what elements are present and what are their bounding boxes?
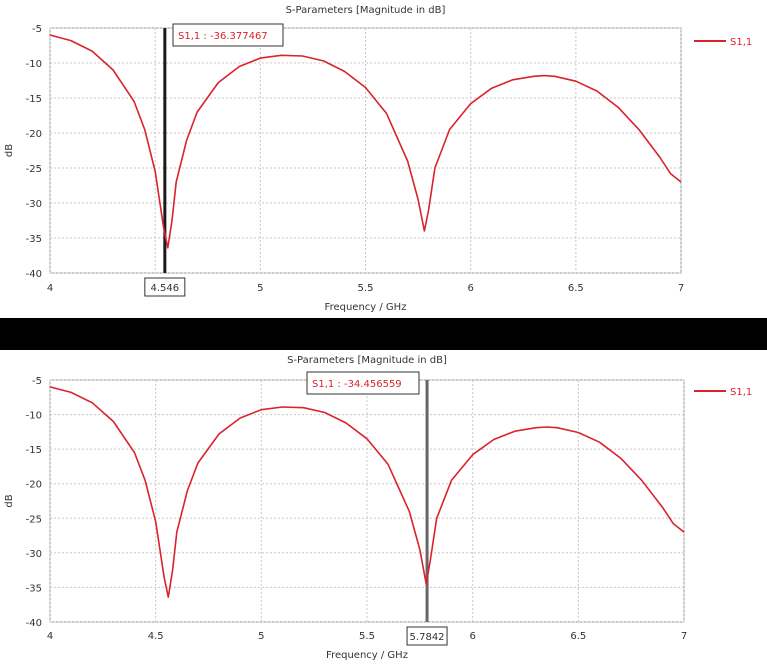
y-tick-label: -30 [26, 549, 42, 560]
x-tick-label: 7 [678, 283, 684, 294]
y-tick-label: -15 [26, 445, 42, 456]
marker-readout-box [172, 23, 284, 47]
x-tick-label: 4 [47, 283, 53, 294]
x-tick-label: 5.5 [358, 283, 374, 294]
x-tick-label: 5 [258, 631, 264, 642]
marker-readout: S1,1 : -36.377467 [172, 23, 284, 47]
series-line-s11 [49, 386, 685, 598]
x-tick-label: 6.5 [568, 283, 584, 294]
marker-readout: S1,1 : -34.456559 [306, 371, 420, 395]
series-line-s11 [49, 34, 682, 249]
marker-readout-text: S1,1 : -34.456559 [312, 379, 402, 390]
marker-x-box [406, 626, 448, 646]
black-divider-bar [0, 318, 767, 350]
x-tick-label: 7 [681, 631, 687, 642]
marker-x-label: 4.546 [151, 283, 180, 294]
marker-x-value: 4.546 [144, 277, 186, 297]
y-tick-label: -25 [26, 164, 42, 175]
marker-readout-text: S1,1 : -36.377467 [178, 31, 268, 42]
x-tick-label: 6 [467, 283, 473, 294]
y-tick-label: -40 [26, 269, 42, 280]
y-tick-label: -5 [32, 24, 42, 35]
y-tick-label: -20 [26, 480, 42, 491]
y-tick-label: -30 [26, 199, 42, 210]
x-tick-label: 5 [257, 283, 263, 294]
chart-title: S-Parameters [Magnitude in dB] [287, 355, 447, 366]
y-tick-label: -10 [26, 411, 42, 422]
chart-title: S-Parameters [Magnitude in dB] [286, 5, 446, 16]
chart-panel-bottom: S-Parameters [Magnitude in dB] -5 -10 -15 -2… [0, 350, 767, 666]
y-tick-label: -35 [26, 234, 42, 245]
y-tick-label: -15 [26, 94, 42, 105]
y-tick-label: -5 [32, 376, 42, 387]
y-axis-label: dB [4, 494, 15, 507]
marker-x-value: 5.7842 [406, 626, 448, 646]
x-tick-label: 4.5 [148, 631, 164, 642]
chart-svg-top: S-Parameters [Magnitude in dB] -5 -10 -15 -2… [4, 5, 752, 313]
x-tick-label: 6 [469, 631, 475, 642]
marker-x-label: 5.7842 [410, 632, 445, 643]
x-tick-label: 4 [47, 631, 53, 642]
y-tick-label: -10 [26, 59, 42, 70]
marker-x-box [144, 277, 186, 297]
x-axis-label: Frequency / GHz [325, 302, 407, 313]
marker-readout-box [306, 371, 420, 395]
x-tick-label: 6.5 [570, 631, 586, 642]
y-tick-label: -25 [26, 514, 42, 525]
legend-entry: S1,1 [730, 37, 752, 48]
chart-svg-bottom: S-Parameters [Magnitude in dB] -5 -10 -15 -2… [4, 355, 752, 661]
x-tick-label: 5.5 [359, 631, 375, 642]
x-axis-label: Frequency / GHz [326, 650, 408, 661]
y-tick-label: -35 [26, 583, 42, 594]
y-tick-label: -40 [26, 618, 42, 629]
y-tick-label: -20 [26, 129, 42, 140]
y-axis-label: dB [4, 144, 15, 157]
legend-entry: S1,1 [730, 387, 752, 398]
chart-panel-top: S-Parameters [Magnitude in dB] -5 -10 -15 -2… [0, 0, 767, 318]
